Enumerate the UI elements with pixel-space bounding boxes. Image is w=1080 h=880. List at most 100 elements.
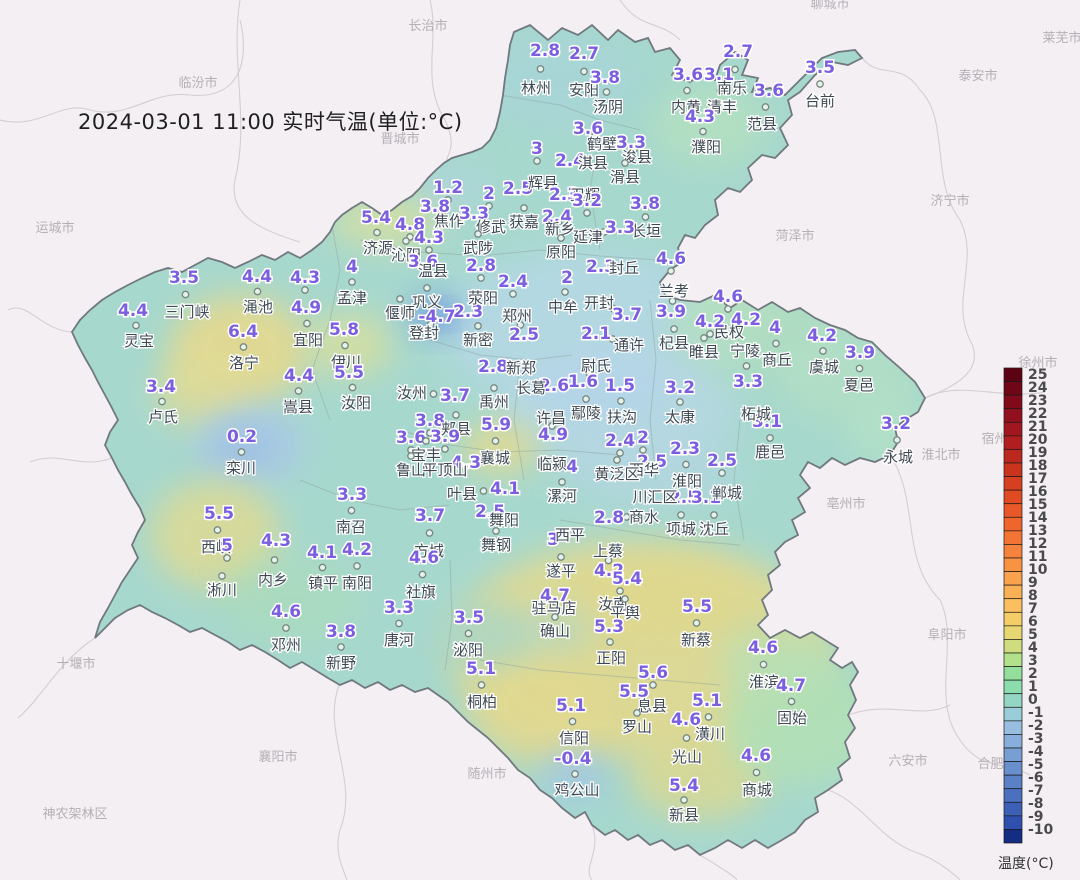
station: 偃师	[384, 295, 416, 323]
station-dot	[718, 469, 726, 477]
station-city-label: 巩义	[412, 293, 442, 311]
station-dot	[772, 339, 780, 348]
station-city-label: 遂平	[546, 562, 576, 580]
station: 3.7 汝州	[396, 383, 472, 408]
station-city-label: 长葛	[516, 379, 546, 397]
legend-bar-cell	[1003, 611, 1023, 627]
station: 项城	[665, 511, 697, 539]
station-temp-label: 3.2	[665, 378, 695, 398]
station-temp-label: 3.1	[752, 412, 782, 432]
legend-bar-cell	[1003, 720, 1023, 735]
station-temp-label: 2.7	[569, 44, 599, 64]
station-dot	[712, 491, 721, 499]
station-dot	[667, 267, 675, 275]
legend-bar-cell	[1003, 584, 1023, 600]
station: 3.2	[570, 190, 604, 217]
station-dot	[425, 246, 433, 254]
station-city-label: 汝阳	[341, 394, 371, 412]
neighbor-city-label: 临汾市	[178, 75, 217, 91]
station-dot	[819, 347, 827, 355]
station-city-label: 叶县	[447, 485, 477, 503]
station-dot	[580, 67, 588, 76]
station-city-label: 罗山	[622, 718, 652, 736]
station-temp-label: 4.4	[118, 301, 148, 321]
station: 5.1 桐柏	[464, 658, 498, 713]
station: 4.6 邓州	[269, 601, 302, 656]
station-dot	[668, 297, 677, 305]
station-temp-label: 3	[531, 139, 543, 159]
legend-tick-label: 23	[1028, 393, 1047, 409]
station-temp-label: 4.3	[414, 228, 444, 248]
station-temp-label: 3.8	[420, 197, 450, 217]
station-temp-label: 1.6	[568, 372, 598, 392]
station-dot	[608, 263, 617, 271]
station-city-label: 沈丘	[699, 520, 729, 538]
station: 3.6鹤壁	[571, 118, 618, 155]
station-city-label: 舞钢	[481, 536, 511, 554]
station-temp-label: 5	[221, 536, 233, 556]
station-temp-label: 5.6	[638, 663, 668, 683]
station-city-label: 开封	[584, 294, 614, 312]
station-temp-label: 5.1	[556, 696, 586, 716]
station: 2.8 商水	[592, 507, 660, 530]
station: 3.3 唐河	[382, 597, 415, 651]
station-temp-label: 3	[547, 530, 559, 550]
station-dot	[665, 493, 674, 501]
station: 4.6 商城	[739, 745, 773, 801]
station: 郏县	[440, 411, 472, 439]
station-city-label: 光山	[672, 748, 702, 766]
station-temp-label: 2.3	[670, 439, 700, 459]
station-dot	[761, 103, 770, 111]
legend-bar-cell	[1003, 571, 1023, 586]
station: 3.7 方城	[413, 505, 447, 562]
station-dot	[509, 290, 517, 298]
station-city-label: 修武	[476, 218, 506, 236]
station-dot	[700, 334, 708, 342]
station-temp-label: 4.4	[242, 267, 272, 287]
station-city-label: 唐河	[384, 631, 414, 649]
station-city-label: 新蔡	[681, 631, 711, 649]
station-temp-label: 0.2	[227, 427, 257, 447]
station-temp-label: 3.2	[881, 414, 911, 434]
legend-tick-label: 17	[1028, 471, 1047, 487]
neighbor-city-label: 运城市	[35, 220, 74, 236]
temperature-field	[150, 32, 925, 820]
station-city-label: 商丘	[762, 351, 792, 369]
station-temp-label: 3.6	[573, 119, 603, 139]
station-temp-label: 4	[346, 257, 358, 277]
station-dot	[617, 397, 625, 405]
station: 2.7 南乐	[716, 41, 755, 99]
station: 4.6 社旗	[405, 547, 441, 603]
station-city-label: 南乐	[717, 79, 747, 97]
legend-tick-label: 7	[1028, 601, 1038, 617]
station-dot	[337, 643, 345, 651]
station-dot	[237, 448, 246, 456]
station-temp-label: 3.8	[326, 622, 356, 642]
station-city-label: 泌阳	[453, 641, 483, 659]
station-dot	[600, 228, 608, 236]
station-dot	[630, 145, 638, 154]
station-dot	[606, 638, 614, 646]
station: 沈丘	[698, 511, 730, 539]
station-dot	[132, 321, 140, 330]
station-temp-label: 3.4	[146, 377, 176, 397]
station: -0.4 鸡公山	[553, 748, 601, 801]
station: 3.5 三门峡	[163, 267, 211, 323]
station-dot	[253, 287, 262, 296]
station: -4.7登封	[408, 306, 457, 344]
legend-bar-cell	[1003, 734, 1023, 749]
station-temp-label: 5.8	[329, 320, 359, 340]
station-temp-label: 4	[769, 318, 781, 338]
station-city-label: 新郑	[506, 359, 536, 377]
legend-tick-label: 12	[1028, 536, 1047, 552]
station-city-label: 新密	[463, 331, 493, 349]
station-dot	[418, 570, 427, 579]
station-dot	[733, 321, 742, 330]
station-city-label: 邓州	[271, 636, 301, 654]
station: 5.5 西峡	[200, 503, 236, 558]
station-temp-label: 3.8	[590, 68, 620, 88]
station-dot	[239, 343, 248, 351]
station-city-label: 平顶山	[422, 461, 467, 479]
legend-bar-cell	[1003, 516, 1023, 532]
station-temp-label: 4.6	[748, 638, 778, 658]
